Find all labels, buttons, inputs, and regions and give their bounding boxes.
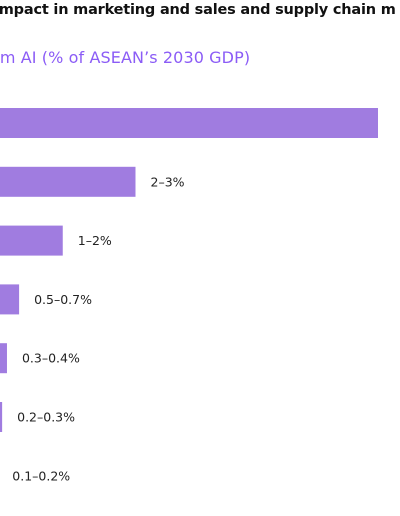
bar-6: [0, 402, 3, 432]
value-label-6: 0.2–0.3%: [17, 410, 75, 425]
value-label-4: 0.5–0.7%: [34, 292, 92, 307]
value-label-5: 0.3–0.4%: [22, 351, 80, 366]
value-label-2: 2–3%: [151, 174, 185, 189]
bar-1: [0, 108, 378, 138]
bar-5: [0, 343, 7, 374]
bar-2: [0, 166, 136, 197]
chart-title: impact in marketing and sales and supply…: [0, 2, 396, 18]
bar-4: [0, 284, 20, 315]
chart-subtitle: om AI (% of ASEAN’s 2030 GDP): [0, 48, 251, 67]
value-label-7: 0.1–0.2%: [12, 468, 70, 483]
value-label-3: 1–2%: [78, 233, 112, 248]
bar-3: [0, 225, 63, 256]
